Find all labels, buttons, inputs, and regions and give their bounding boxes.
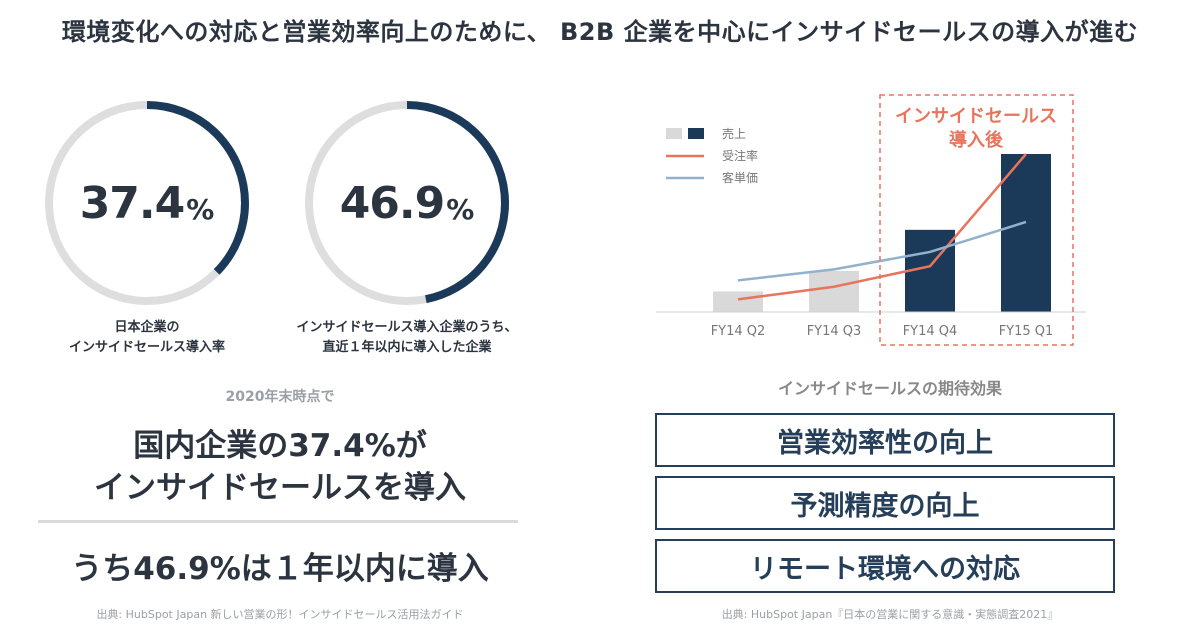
donut-chart-adoption-rate: 37.4 % [42, 98, 252, 308]
series-line-order-rate [737, 153, 1027, 301]
legend-label: 受注率 [722, 148, 758, 163]
donut-value-arc [45, 101, 249, 305]
donut-label-line: インサイドセールス導入企業のうち、 [296, 320, 518, 335]
page-title: 環境変化への対応と営業効率向上のために、 B2B 企業を中心にインサイドセールス… [61, 18, 1139, 46]
donut-label-line: インサイドセールス導入率 [68, 340, 225, 355]
effect-item: リモート環境への対応 [655, 539, 1115, 593]
effects-title: インサイドセールスの期待効果 [777, 379, 1002, 398]
effect-item: 営業効率性の向上 [655, 413, 1115, 467]
annotation-label: インサイドセールス [895, 106, 1057, 127]
bar-fy14-q3 [809, 270, 859, 312]
legend-swatch-bar-dark [688, 128, 704, 139]
legend-label: 売上 [722, 126, 746, 141]
summary-headline: うち46.9%は１年以内に導入 [71, 551, 489, 587]
donut-label: インサイドセールス導入企業のうち、 直近１年以内に導入した企業 [276, 318, 538, 358]
donut-unit: % [446, 192, 475, 226]
legend-label: 客単価 [722, 170, 758, 185]
x-tick-label: FY15 Q1 [999, 324, 1054, 339]
donut-value: 46.9 [339, 177, 446, 229]
donut-value: 37.4 [79, 177, 186, 229]
series-line-unit-price [737, 220, 1027, 282]
summary-subcaption: 2020年末時点で [225, 389, 335, 405]
left-source-note: 出典: HubSpot Japan 新しい営業の形！インサイドセールス活用法ガイ… [96, 608, 464, 621]
divider [38, 520, 518, 523]
bar-fy15-q1 [1001, 154, 1051, 312]
donut-unit: % [186, 192, 215, 226]
donut-label-line: 日本企業の [114, 320, 180, 335]
donut-value-arc [305, 101, 509, 305]
x-tick-label: FY14 Q2 [711, 324, 766, 339]
summary-headline: 国内企業の37.4%が [133, 428, 427, 464]
legend: 売上 受注率 客単価 [666, 126, 758, 185]
annotation-box [879, 94, 1074, 346]
right-source-note: 出典: HubSpot Japan『日本の営業に関する意識・実態調査2021』 [721, 608, 1059, 621]
annotation-label: 導入後 [949, 129, 1004, 151]
sales-chart: FY14 Q2 FY14 Q3 FY14 Q4 FY15 Q1 インサイドセールス 導… [650, 90, 1110, 350]
x-tick-label: FY14 Q3 [807, 324, 862, 339]
effect-item: 予測精度の向上 [655, 476, 1115, 530]
bar-fy14-q2 [713, 291, 763, 312]
legend-swatch-bar-light [666, 128, 682, 139]
x-tick-label: FY14 Q4 [903, 324, 958, 339]
donut-label-line: 直近１年以内に導入した企業 [322, 340, 492, 355]
donut-chart-recent-adoption: 46.9 % [302, 98, 512, 308]
donut-label: 日本企業の インサイドセールス導入率 [20, 318, 274, 358]
summary-headline: インサイドセールスを導入 [94, 470, 466, 506]
